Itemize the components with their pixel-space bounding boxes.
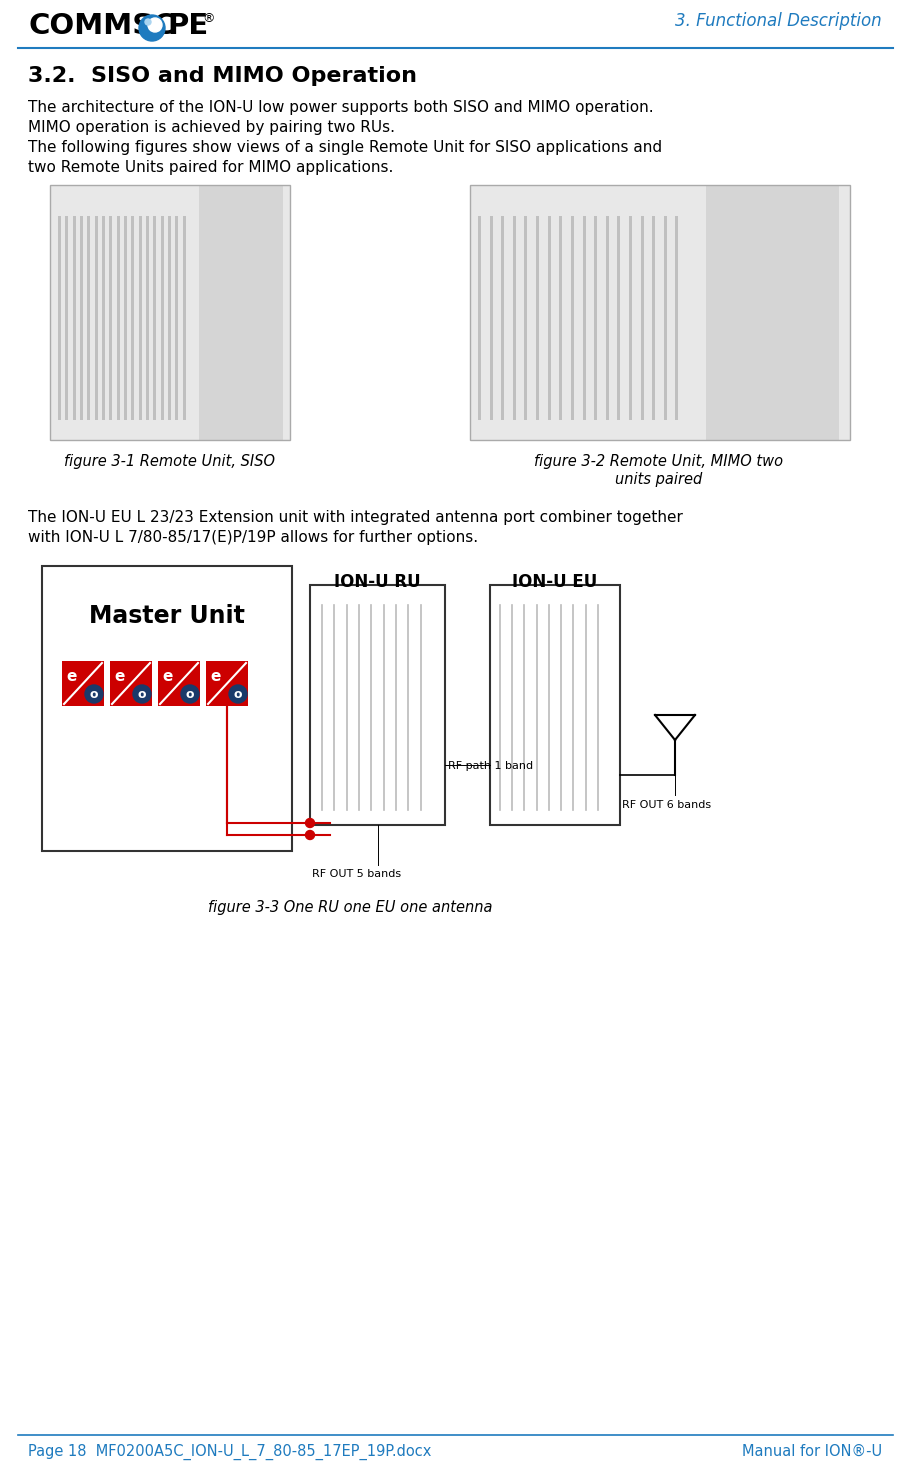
Text: ION-U EU: ION-U EU <box>512 574 598 591</box>
Text: 3.2.  SISO and MIMO Operation: 3.2. SISO and MIMO Operation <box>28 67 417 86</box>
Text: RF OUT 5 bands: RF OUT 5 bands <box>312 868 401 879</box>
Bar <box>652 215 655 419</box>
Bar <box>594 215 597 419</box>
Bar <box>199 185 282 440</box>
Text: with ION-U L 7/80-85/17(E)P/19P allows for further options.: with ION-U L 7/80-85/17(E)P/19P allows f… <box>28 531 478 545</box>
Bar <box>158 661 200 705</box>
Text: The architecture of the ION-U low power supports both SISO and MIMO operation.: The architecture of the ION-U low power … <box>28 99 653 116</box>
Text: e: e <box>114 668 125 685</box>
Circle shape <box>305 830 314 839</box>
Bar <box>80 215 83 419</box>
Text: o: o <box>90 688 98 701</box>
Circle shape <box>229 685 247 702</box>
Bar <box>50 185 290 440</box>
Bar <box>489 215 493 419</box>
Bar <box>525 215 527 419</box>
Bar <box>571 215 574 419</box>
Bar <box>664 215 667 419</box>
Bar <box>548 215 550 419</box>
Bar <box>536 215 539 419</box>
Bar <box>146 215 149 419</box>
Bar <box>675 215 679 419</box>
Text: e: e <box>162 668 172 685</box>
Bar <box>640 215 643 419</box>
Bar <box>117 215 119 419</box>
Circle shape <box>133 685 151 702</box>
Bar <box>153 215 157 419</box>
Text: e: e <box>210 668 220 685</box>
Text: Manual for ION®-U: Manual for ION®-U <box>742 1443 882 1458</box>
Bar <box>559 215 562 419</box>
Bar <box>62 661 104 705</box>
Bar <box>501 215 504 419</box>
Text: o: o <box>186 688 194 701</box>
Text: two Remote Units paired for MIMO applications.: two Remote Units paired for MIMO applica… <box>28 160 394 175</box>
Text: ION-U RU: ION-U RU <box>334 574 421 591</box>
Bar <box>582 215 586 419</box>
Bar <box>490 585 620 825</box>
Circle shape <box>139 15 165 41</box>
Circle shape <box>305 818 314 827</box>
Bar <box>42 566 292 851</box>
Text: figure 3-2 Remote Unit, MIMO two: figure 3-2 Remote Unit, MIMO two <box>535 453 783 468</box>
Bar <box>175 215 179 419</box>
Bar <box>706 185 839 440</box>
Text: Master Unit: Master Unit <box>89 605 245 628</box>
Text: units paired: units paired <box>615 471 702 488</box>
Text: The following figures show views of a single Remote Unit for SISO applications a: The following figures show views of a si… <box>28 139 662 156</box>
Bar <box>618 215 620 419</box>
Bar <box>66 215 68 419</box>
Bar <box>310 585 445 825</box>
Text: Page 18  MF0200A5C_ION-U_L_7_80-85_17EP_19P.docx: Page 18 MF0200A5C_ION-U_L_7_80-85_17EP_1… <box>28 1443 432 1460</box>
Bar <box>87 215 90 419</box>
Bar <box>606 215 609 419</box>
Bar <box>206 661 248 705</box>
Circle shape <box>148 18 162 33</box>
Text: COMMSC: COMMSC <box>28 12 175 40</box>
Text: o: o <box>138 688 147 701</box>
Bar <box>50 185 290 440</box>
Text: figure 3-3 One RU one EU one antenna: figure 3-3 One RU one EU one antenna <box>208 900 492 914</box>
Bar <box>58 215 61 419</box>
Bar <box>183 215 186 419</box>
Bar <box>629 215 632 419</box>
Text: o: o <box>234 688 242 701</box>
Bar <box>478 215 481 419</box>
Bar <box>95 215 97 419</box>
Bar <box>110 661 152 705</box>
Bar <box>109 215 112 419</box>
Text: MIMO operation is achieved by pairing two RUs.: MIMO operation is achieved by pairing tw… <box>28 120 395 135</box>
Bar <box>138 215 142 419</box>
Bar <box>470 185 850 440</box>
Bar <box>73 215 76 419</box>
Circle shape <box>145 19 151 25</box>
Bar <box>513 215 516 419</box>
Text: e: e <box>66 668 77 685</box>
Text: ®: ® <box>202 12 214 25</box>
Text: The ION-U EU L 23/23 Extension unit with integrated antenna port combiner togeth: The ION-U EU L 23/23 Extension unit with… <box>28 510 683 525</box>
Circle shape <box>181 685 199 702</box>
Text: 3. Functional Description: 3. Functional Description <box>675 12 882 30</box>
Circle shape <box>85 685 103 702</box>
Bar <box>470 185 850 440</box>
Text: RF path 1 band: RF path 1 band <box>448 760 533 771</box>
Bar <box>131 215 134 419</box>
Bar <box>124 215 127 419</box>
Text: figure 3-1 Remote Unit, SISO: figure 3-1 Remote Unit, SISO <box>65 453 275 468</box>
Text: PE: PE <box>167 12 209 40</box>
Bar <box>168 215 171 419</box>
Bar <box>102 215 105 419</box>
Bar <box>160 215 164 419</box>
Text: RF OUT 6 bands: RF OUT 6 bands <box>622 800 711 811</box>
